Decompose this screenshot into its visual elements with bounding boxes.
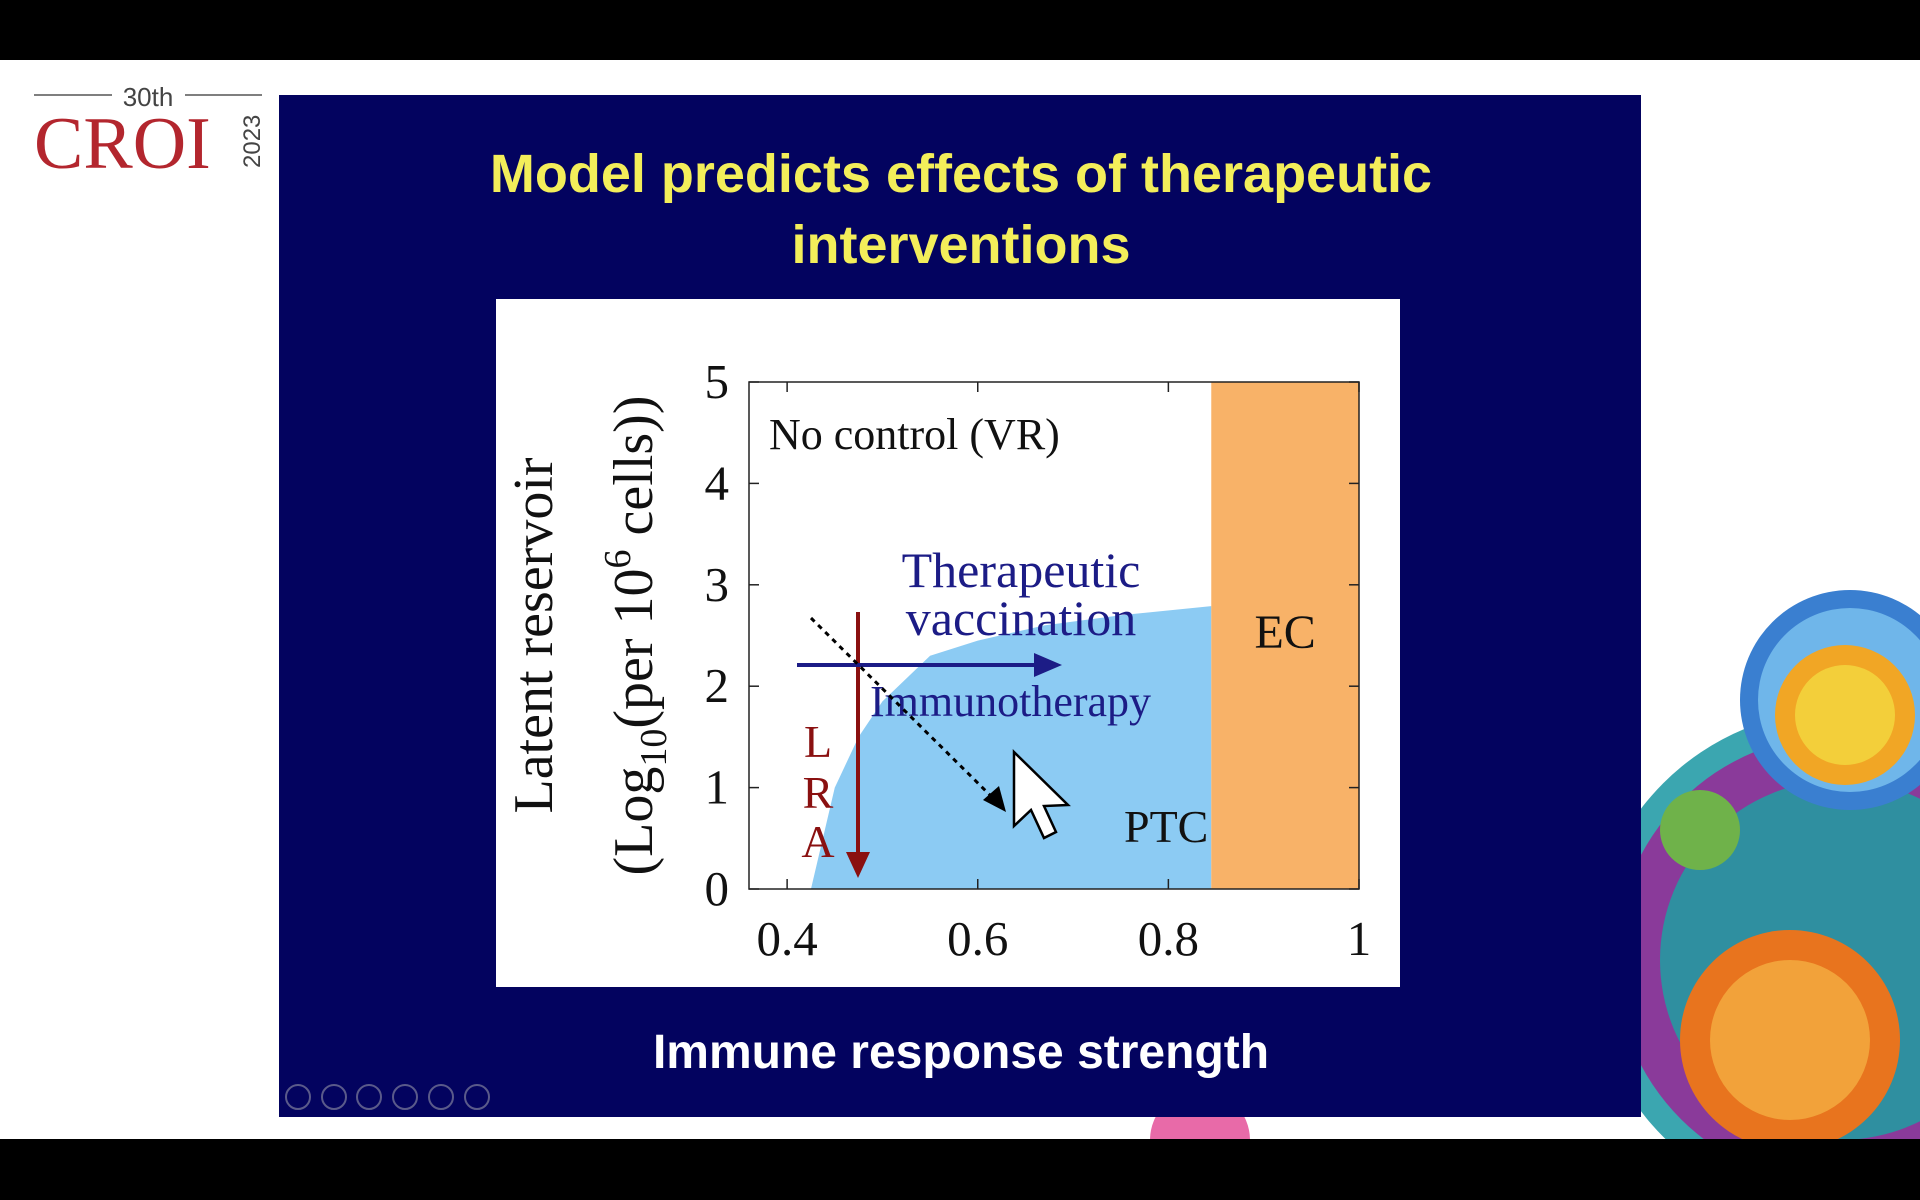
slideshow-toolbar[interactable] bbox=[285, 1084, 490, 1110]
y-axis-label-part: 10 bbox=[633, 729, 675, 767]
y-axis-label: (Log10(per 106 cells)) bbox=[597, 396, 675, 876]
y-tick-label: 2 bbox=[705, 658, 730, 713]
area bbox=[810, 606, 1212, 889]
y-axis-label-part: (Log bbox=[603, 767, 665, 876]
more-button[interactable] bbox=[464, 1084, 490, 1110]
y-axis-label: Latent reservoir bbox=[503, 457, 565, 813]
pen-button[interactable] bbox=[356, 1084, 382, 1110]
x-tick-label: 1 bbox=[1347, 911, 1372, 966]
slide-title: interventions bbox=[791, 215, 1130, 275]
plot-frame bbox=[748, 381, 1360, 890]
slide-title: Model predicts effects of therapeutic bbox=[490, 144, 1432, 204]
mouse-cursor bbox=[1012, 749, 1071, 840]
arrow-label: R bbox=[803, 767, 834, 818]
arrow-label: vaccination bbox=[906, 590, 1136, 646]
x-tick-label: 0.4 bbox=[757, 911, 818, 966]
next-button[interactable] bbox=[321, 1084, 347, 1110]
arrowhead bbox=[983, 786, 1006, 812]
zoom-button[interactable] bbox=[428, 1084, 454, 1110]
arrow-label: Immunotherapy bbox=[870, 677, 1151, 726]
y-tick-label: 0 bbox=[705, 861, 730, 916]
x-tick-label: 0.6 bbox=[947, 911, 1008, 966]
top-bar bbox=[0, 0, 1920, 60]
immunotherapy-arrow bbox=[809, 616, 997, 802]
y-axis-label-part: cells)) bbox=[603, 396, 665, 550]
chart: PTC EC 0 1 2 3 4 5 0.4 0.6 0.8 1 Latent reservoir (Lo… bbox=[503, 354, 1371, 966]
region-label: EC bbox=[1254, 606, 1315, 659]
year: 2023 bbox=[239, 115, 266, 168]
y-tick-label: 4 bbox=[705, 455, 730, 510]
arrowhead bbox=[1034, 653, 1062, 677]
x-axis-label: Immune response strength bbox=[653, 1026, 1269, 1079]
y-axis-label-part: (per 10 bbox=[603, 568, 665, 728]
arrow-label: L bbox=[804, 716, 832, 767]
region bbox=[1211, 382, 1359, 889]
bottom-bar bbox=[0, 1139, 1920, 1200]
arrow-label: A bbox=[801, 816, 834, 867]
annotations: No control (VR) Therapeutic vaccination … bbox=[769, 410, 1151, 878]
logo: 30th CROI 2023 bbox=[34, 82, 266, 185]
prev-button[interactable] bbox=[285, 1084, 311, 1110]
y-axis-label-part: 6 bbox=[597, 549, 639, 568]
edition: 30th bbox=[123, 82, 174, 112]
logo-text: CROI bbox=[34, 103, 211, 185]
slides-button[interactable] bbox=[392, 1084, 418, 1110]
region-label: No control (VR) bbox=[769, 410, 1060, 459]
y-tick-label: 5 bbox=[705, 354, 730, 409]
region-label: PTC bbox=[1124, 801, 1208, 852]
virus-illustration bbox=[1150, 590, 1920, 1139]
arrow-label: Therapeutic bbox=[902, 542, 1141, 598]
y-tick-label: 3 bbox=[705, 557, 730, 612]
arrowhead bbox=[846, 852, 870, 878]
y-tick-label: 1 bbox=[705, 760, 730, 815]
x-tick-label: 0.8 bbox=[1138, 911, 1199, 966]
